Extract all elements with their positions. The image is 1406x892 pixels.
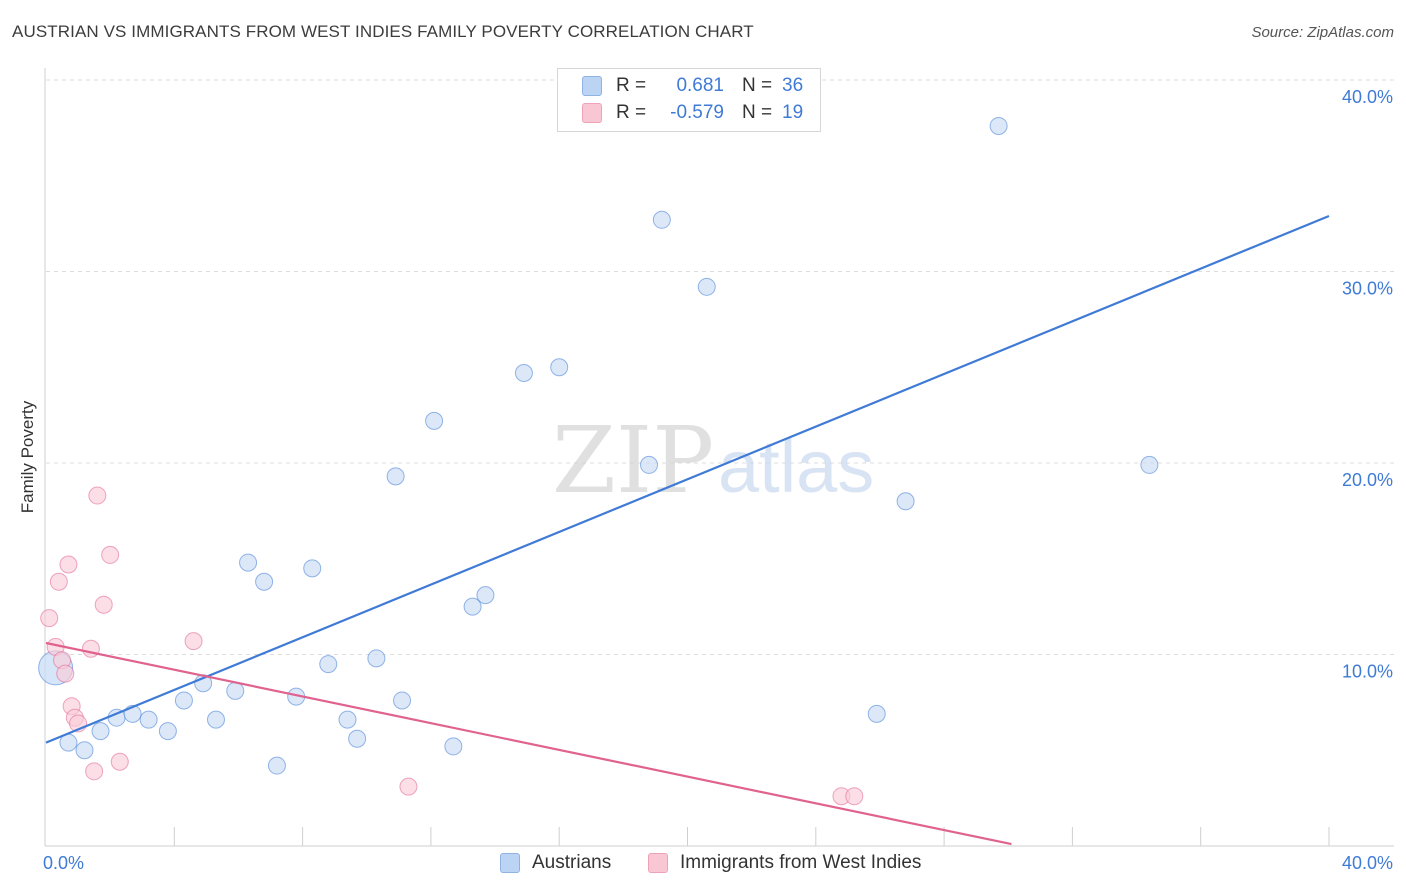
legend-row-austrians: R = 0.681 N = 36 [582,74,803,98]
austrians-point [989,116,1008,135]
gridlines [46,79,1394,655]
immigrants-point [59,555,78,574]
tick-labels: 10.0% 20.0% 30.0% 40.0% 0.0% 40.0% [43,87,1393,873]
y-axis-label: Family Poverty [18,400,37,514]
austrians-point [319,655,338,674]
immigrants-point [49,572,68,591]
y-tick-label: 10.0% [1342,662,1393,682]
trend-lines [45,214,1330,846]
austrians-point [174,691,193,710]
immigrants-point [56,664,75,683]
austrians-point [255,572,274,591]
austrians-point [425,411,444,430]
watermark-atlas: atlas [718,425,874,508]
austrians-point [239,553,258,572]
austrians-point [896,492,915,511]
immigrants-legend-label: Immigrants from West Indies [680,852,922,873]
immigrants-r-value: -0.579 [670,102,724,123]
austrians-trend-line [45,214,1330,744]
austrians-point [386,467,405,486]
austrians-point [550,358,569,377]
x-tick-label: 40.0% [1342,853,1393,873]
austrians-point [367,649,386,668]
austrians-point [75,741,94,760]
austrians-point [463,597,482,616]
austrians-point [226,681,245,700]
immigrants-point [845,787,864,806]
immigrants-point [110,752,129,771]
austrians-point [1140,455,1159,474]
immigrants-point [88,486,107,505]
austrians-point [91,722,110,741]
austrians-point [697,277,716,296]
chart-title: AUSTRIAN VS IMMIGRANTS FROM WEST INDIES … [12,22,754,41]
y-tick-label: 40.0% [1342,87,1393,107]
austrians-point [514,363,533,382]
watermark: ZIP atlas [552,407,874,514]
austrians-legend-swatch [500,853,520,873]
immigrants-trend-line [45,641,1012,846]
austrians-point [158,722,177,741]
series-legend: Austrians Immigrants from West Indies [0,852,1406,878]
immigrants-point [184,632,203,651]
austrians-point [476,586,495,605]
austrians-point [867,704,886,723]
austrians-legend-label: Austrians [532,852,612,873]
immigrants-legend-swatch [648,853,668,873]
r-label: R = [616,102,647,123]
legend-row-immigrants: R = -0.579 N = 19 [582,101,803,125]
immigrants-point [94,595,113,614]
legend-item-austrians[interactable]: Austrians [500,852,611,874]
austrians-point [206,710,225,729]
austrians-point [348,729,367,748]
immigrants-point [101,545,120,564]
austrians-swatch [582,76,602,96]
immigrants-point [85,762,104,781]
austrians-point [640,455,659,474]
immigrants-n-value: 19 [782,102,804,123]
austrians-point [393,691,412,710]
n-label: N = [742,102,773,123]
austrians-point [338,710,357,729]
austrians-r-value: 0.681 [676,75,724,96]
austrians-point [444,737,463,756]
y-tick-label: 20.0% [1342,470,1393,490]
immigrants-point [40,609,59,628]
x-tick-label: 0.0% [43,853,84,873]
immigrants-swatch [582,103,602,123]
r-label: R = [616,75,647,96]
austrians-point [303,559,322,578]
austrians-point [652,210,671,229]
immigrants-point [399,777,418,796]
legend-item-immigrants[interactable]: Immigrants from West Indies [648,852,921,874]
axes [44,68,1394,847]
watermark-zip: ZIP [552,407,714,514]
austrians-point [267,756,286,775]
y-tick-label: 30.0% [1342,279,1393,299]
data-points [38,116,1159,806]
n-label: N = [742,75,773,96]
austrians-n-value: 36 [782,75,804,96]
chart-source: Source: ZipAtlas.com [1251,24,1394,41]
austrians-point [139,710,158,729]
correlation-legend: R = 0.681 N = 36 R = -0.579 N = 19 [557,68,821,132]
